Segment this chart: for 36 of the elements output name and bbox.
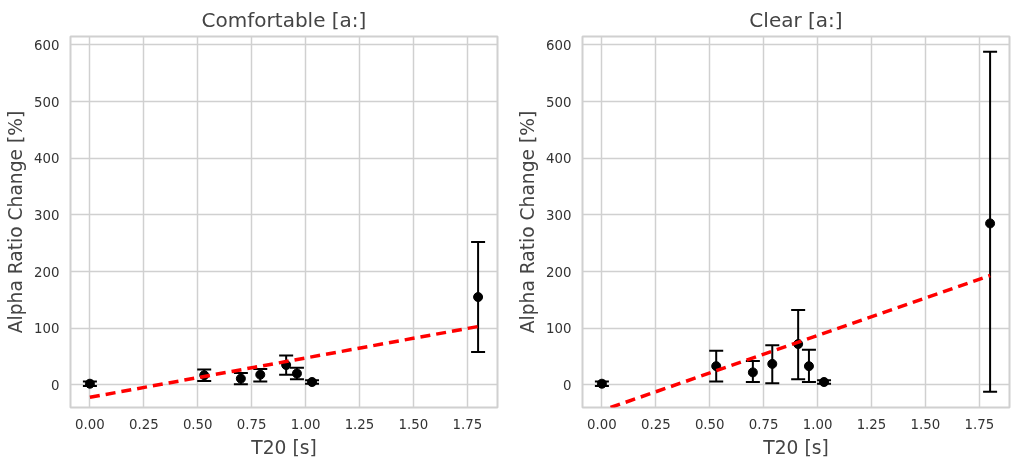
y-tick-label: 300 <box>34 207 60 223</box>
y-tick-label: 100 <box>34 321 60 337</box>
x-axis-title: T20 [s] <box>250 436 317 458</box>
x-tick-label: 1.50 <box>910 416 941 432</box>
y-tick-label: 500 <box>546 94 572 110</box>
y-tick-label: 200 <box>546 264 572 280</box>
y-tick-label: 200 <box>34 264 60 280</box>
y-tick-label: 100 <box>546 321 572 337</box>
x-tick-label: 0.75 <box>236 416 267 432</box>
x-tick-label: 1.75 <box>964 416 995 432</box>
y-tick-label: 0 <box>563 377 572 393</box>
y-tick-label: 500 <box>34 94 60 110</box>
x-tick-label: 0.00 <box>587 416 617 432</box>
x-tick-label: 1.75 <box>452 416 483 432</box>
y-tick-label: 400 <box>546 151 572 167</box>
x-axis-title: T20 [s] <box>762 436 829 458</box>
y-axis-title: Alpha Ratio Change [%] <box>517 110 539 334</box>
x-tick-label: 0.75 <box>748 416 779 432</box>
y-tick-label: 600 <box>34 38 60 53</box>
x-tick-label: 0.00 <box>75 416 105 432</box>
x-tick-label: 1.00 <box>802 416 833 432</box>
x-tick-label: 1.50 <box>398 416 429 432</box>
y-tick-label: 400 <box>34 151 60 167</box>
y-axis-title: Alpha Ratio Change [%] <box>5 110 27 334</box>
y-tick-label: 600 <box>546 38 572 53</box>
x-tick-label: 1.25 <box>344 416 375 432</box>
y-tick-label: 300 <box>546 207 572 223</box>
x-tick-label: 0.50 <box>182 416 213 432</box>
x-tick-label: 1.25 <box>856 416 887 432</box>
y-tick-label: 0 <box>51 377 60 393</box>
chart-title: Clear [a:] <box>749 7 843 32</box>
chart-title: Comfortable [a:] <box>201 7 367 32</box>
x-tick-label: 0.50 <box>694 416 725 432</box>
x-tick-label: 0.25 <box>128 416 159 432</box>
x-tick-label: 0.25 <box>640 416 671 432</box>
x-tick-label: 1.00 <box>290 416 321 432</box>
